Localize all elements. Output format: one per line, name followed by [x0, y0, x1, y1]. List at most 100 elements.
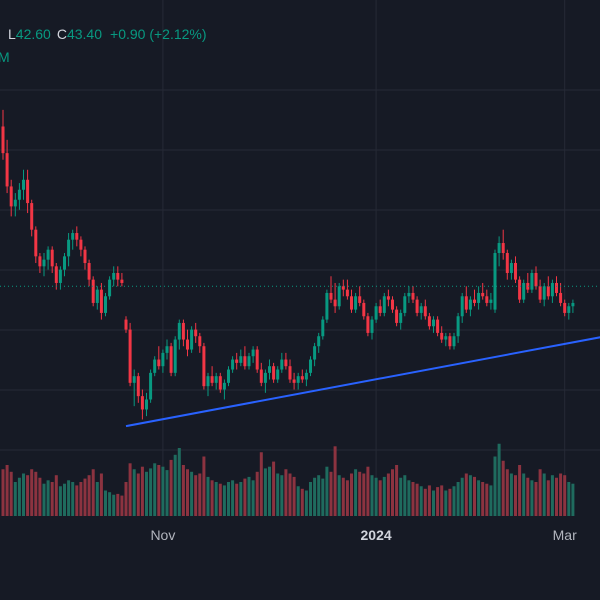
candle-body — [63, 256, 66, 270]
volume-bar — [190, 471, 194, 516]
x-tick-label: Nov — [150, 527, 175, 543]
volume-bar — [1, 469, 5, 516]
candle — [321, 316, 325, 340]
candle-body — [58, 269, 62, 283]
candle — [423, 299, 427, 320]
candle-body — [403, 296, 407, 313]
volume-bar — [157, 465, 161, 516]
candle — [194, 322, 198, 343]
volume-bar — [87, 475, 91, 516]
candle-body — [509, 262, 513, 273]
candle-body — [71, 233, 75, 240]
candle — [1, 109, 5, 160]
candle-body — [198, 336, 202, 347]
candle — [546, 276, 550, 300]
candle — [153, 356, 157, 377]
volume-bar — [120, 495, 124, 516]
candle — [325, 289, 329, 323]
candle-body — [481, 292, 485, 297]
candle-body — [87, 262, 91, 280]
candle — [165, 339, 169, 360]
legend-change: +0.90 (+2.12%) — [110, 26, 207, 42]
candle-body — [497, 243, 501, 254]
candle-body — [83, 249, 87, 263]
volume-bar — [124, 482, 128, 516]
time-axis[interactable] — [0, 516, 600, 600]
candle — [173, 336, 177, 377]
volume-bar — [202, 456, 206, 516]
candle — [79, 236, 83, 257]
candle-body — [522, 282, 526, 300]
candle — [132, 369, 136, 407]
candle — [54, 262, 58, 290]
candle-body — [26, 179, 30, 204]
candle-body — [17, 189, 21, 200]
candle — [374, 302, 378, 323]
volume-bar — [95, 482, 99, 516]
volume-bar — [481, 482, 485, 516]
volume-bar — [415, 483, 419, 516]
volume-bar — [399, 477, 403, 516]
candle-body — [13, 199, 17, 207]
candle — [263, 369, 267, 393]
candle-body — [419, 306, 423, 313]
volume-bar — [542, 473, 546, 516]
candle — [497, 236, 501, 267]
candle — [526, 272, 530, 293]
candle — [399, 309, 403, 330]
volume-bar — [386, 473, 390, 516]
candle-body — [120, 279, 124, 283]
candle — [128, 322, 132, 387]
candle — [99, 282, 103, 320]
candle — [452, 332, 456, 350]
volume-bar — [382, 476, 386, 516]
candle — [538, 279, 542, 303]
volume-bar — [5, 465, 9, 516]
candle-body — [559, 292, 563, 303]
candle-body — [50, 249, 54, 267]
candle-body — [514, 262, 517, 280]
candle — [309, 356, 312, 377]
candle-body — [259, 369, 263, 383]
candle — [239, 349, 243, 367]
volume-bar — [181, 465, 185, 516]
volume-bar — [526, 477, 530, 516]
candle — [157, 346, 161, 370]
candle — [280, 352, 284, 373]
candle-body — [169, 346, 173, 373]
volume-bar — [493, 456, 497, 516]
candle — [403, 292, 407, 317]
candles — [1, 109, 575, 420]
candle-body — [395, 309, 399, 323]
candle-body — [325, 292, 329, 320]
candle — [30, 199, 34, 237]
candle-body — [427, 316, 431, 327]
candle-body — [95, 289, 99, 303]
volume-bar — [341, 477, 345, 516]
candle-body — [329, 292, 333, 300]
candle — [255, 346, 259, 373]
volume-bar — [337, 475, 341, 516]
candle-body — [1, 126, 5, 154]
volume-bar — [145, 471, 148, 516]
candle-body — [272, 366, 276, 380]
volume-bar — [497, 443, 501, 516]
candle — [272, 362, 276, 383]
candle — [136, 372, 140, 403]
trendline[interactable] — [125, 336, 600, 428]
candle-body — [46, 249, 50, 260]
candle-body — [54, 266, 58, 283]
candle-body — [75, 233, 79, 240]
volume-bar — [300, 488, 304, 516]
volume-bar — [169, 459, 173, 516]
candle — [485, 289, 489, 307]
candle — [370, 316, 374, 340]
candle — [354, 292, 358, 313]
candle — [202, 342, 206, 390]
volume-bar — [485, 483, 489, 516]
volume-bar — [489, 485, 493, 516]
volume-bar — [214, 482, 218, 516]
volume-bar — [358, 471, 362, 516]
